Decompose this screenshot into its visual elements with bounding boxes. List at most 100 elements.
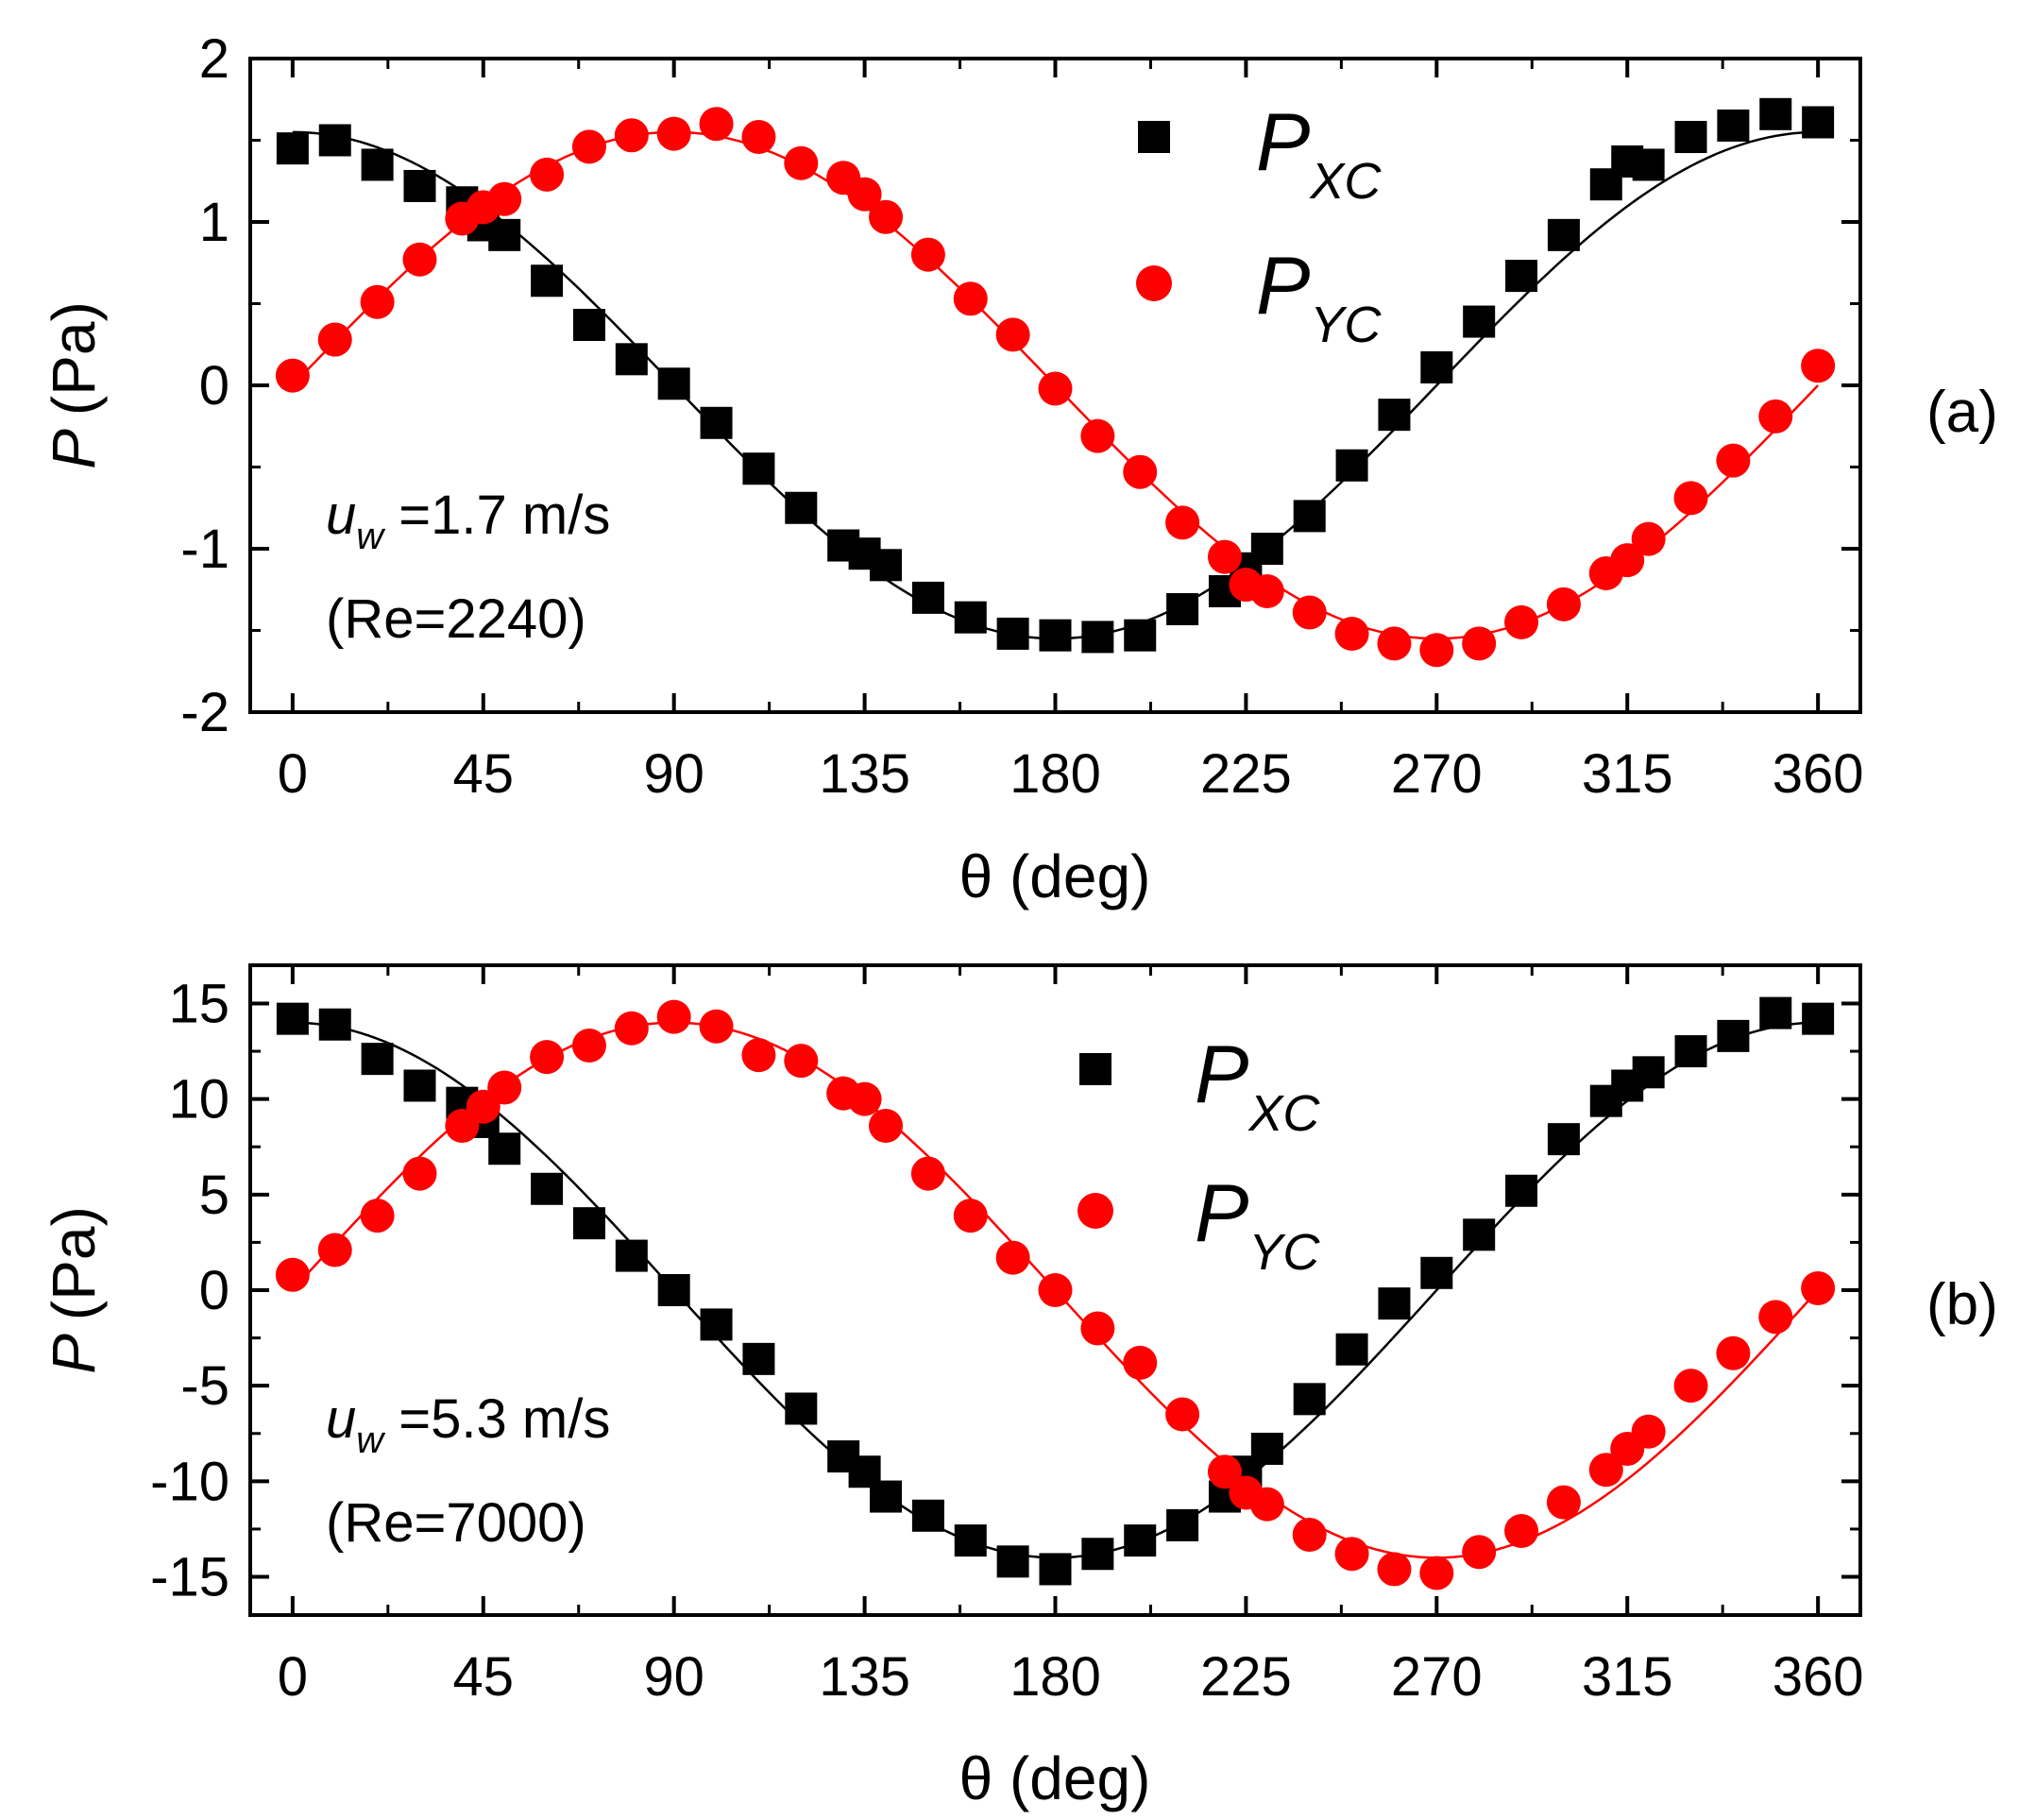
panel-b-y-tick-label: 0 xyxy=(199,1260,229,1321)
panel-b-point-yc xyxy=(910,1156,945,1191)
panel-b-point-xc xyxy=(1717,1019,1750,1052)
panel-a-point-xc xyxy=(996,617,1029,650)
panel-b-annotation-var: u xyxy=(326,1388,356,1450)
panel-a-point-xc xyxy=(1717,109,1750,142)
panel-b-point-yc xyxy=(847,1081,882,1116)
panel-a-label: (a) xyxy=(1926,380,1998,445)
panel-b-legend-sub-yc: YC xyxy=(1248,1224,1320,1281)
panel-b-legend-var-yc: P xyxy=(1195,1168,1248,1259)
panel-b-x-tick-label: 315 xyxy=(1582,1646,1673,1708)
panel-b-point-xc xyxy=(1759,996,1792,1029)
panel-a-legend-marker-circle xyxy=(1136,265,1172,301)
panel-a-legend: PXC PYC xyxy=(1136,97,1382,353)
panel-b-label: (b) xyxy=(1926,1272,1998,1337)
panel-a-y-tick-label: -1 xyxy=(180,519,229,580)
panel-b-point-yc xyxy=(1334,1537,1369,1572)
panel-a-point-yc xyxy=(1631,521,1666,556)
panel-a-point-yc xyxy=(1207,539,1242,574)
panel-b-point-yc xyxy=(784,1044,819,1079)
panel-b-point-yc xyxy=(953,1199,988,1233)
panel-b-y-tick-label: -10 xyxy=(150,1451,229,1512)
panel-b-x-tick-label: 180 xyxy=(1010,1646,1101,1708)
panel-a-legend-var-yc: P xyxy=(1256,241,1310,332)
panel-a-legend-sub-xc: XC xyxy=(1308,153,1382,210)
panel-a-point-yc xyxy=(699,107,734,142)
panel-a-point-xc xyxy=(1039,619,1072,652)
panel-a-point-yc xyxy=(910,237,945,272)
panel-a-point-xc xyxy=(657,367,690,400)
panel-b-legend: PXC PYC xyxy=(1077,1029,1320,1281)
panel-a-point-xc xyxy=(742,452,775,485)
panel-b-point-xc xyxy=(1039,1553,1072,1586)
panel-a-point-xc xyxy=(572,308,605,341)
panel-a-y-tick-label: -2 xyxy=(180,682,229,743)
panel-a-legend-label-xc: PXC xyxy=(1256,97,1382,210)
panel-b-legend-label-yc: PYC xyxy=(1195,1168,1320,1281)
panel-b-point-xc xyxy=(276,1002,309,1035)
panel-b-point-yc xyxy=(1038,1273,1073,1307)
panel-a-point-xc xyxy=(1293,500,1326,533)
panel-a-legend-var-xc: P xyxy=(1256,97,1310,188)
panel-a-x-tick-label: 135 xyxy=(819,743,910,805)
panel-a-point-xc xyxy=(785,491,818,524)
panel-a-point-xc xyxy=(1505,260,1538,293)
panel-b-y-ticks: -15 -10 -5 0 5 10 15 xyxy=(150,973,1860,1608)
panel-b-point-xc xyxy=(1463,1218,1496,1251)
panel-b-point-yc xyxy=(995,1240,1030,1275)
panel-a-point-yc xyxy=(1038,371,1073,406)
panel-a-point-xc xyxy=(531,264,564,298)
panel-a-x-tick-label: 225 xyxy=(1200,743,1292,805)
panel-a-point-yc xyxy=(1462,626,1497,661)
panel-b-legend-var-xc: P xyxy=(1195,1029,1248,1120)
panel-b-point-yc xyxy=(1546,1485,1581,1520)
panel-a-point-xc xyxy=(488,218,521,251)
panel-b-point-yc xyxy=(1080,1311,1115,1346)
panel-a-legend-sub-yc: YC xyxy=(1310,297,1382,353)
panel-a-point-yc xyxy=(317,322,352,357)
panel-b-x-tick-label: 225 xyxy=(1200,1646,1292,1708)
panel-b-annotation-sub: w xyxy=(356,1420,386,1461)
panel-a-x-axis-label: θ (deg) xyxy=(959,842,1151,910)
panel-b-point-xc xyxy=(1166,1508,1199,1541)
panel-b-x-tick-label: 90 xyxy=(643,1646,704,1708)
panel-a-point-yc xyxy=(741,120,776,155)
panel-b-point-yc xyxy=(571,1028,606,1063)
panel-b-point-xc xyxy=(911,1499,944,1532)
panel-a-point-yc xyxy=(614,118,649,153)
panel-b-point-xc xyxy=(1547,1123,1580,1156)
panel-b-point-xc xyxy=(1250,1432,1283,1465)
panel-a-point-xc xyxy=(1166,593,1199,626)
panel-b-x-tick-label: 0 xyxy=(278,1646,308,1708)
panel-a-point-xc xyxy=(1674,121,1707,154)
panel-a-point-xc xyxy=(1378,399,1411,432)
panel-b-point-yc xyxy=(360,1199,395,1233)
panel-b-point-yc xyxy=(656,999,691,1034)
panel-b-y-tick-label: 15 xyxy=(168,973,229,1034)
panel-b-y-tick-label: 10 xyxy=(168,1069,229,1131)
panel-b-point-yc xyxy=(1758,1300,1793,1335)
panel-b-x-tick-label: 270 xyxy=(1391,1646,1483,1708)
panel-a-point-yc xyxy=(275,358,310,393)
panel-b-point-yc xyxy=(317,1233,352,1267)
panel-a-point-yc xyxy=(784,145,819,180)
panel-b-legend-label-xc: PXC xyxy=(1195,1029,1320,1142)
panel-b-y-tick-label: 5 xyxy=(199,1165,229,1226)
panel-b-point-yc xyxy=(1207,1454,1242,1489)
panel-a-point-xc xyxy=(1759,97,1792,130)
panel-a-y-tick-label: 0 xyxy=(199,355,229,417)
panel-b-point-xc xyxy=(1802,1002,1835,1035)
panel-a-point-yc xyxy=(1716,443,1751,478)
panel-a-y-axis-unit: (Pa) xyxy=(40,301,108,416)
panel-b-point-yc xyxy=(1419,1556,1454,1590)
panel-a-point-xc xyxy=(276,132,309,165)
panel-a-annotation-text: =1.7 m/s xyxy=(383,485,610,546)
panel-b-point-yc xyxy=(1165,1397,1200,1432)
panel-b-legend-marker-circle xyxy=(1077,1193,1113,1229)
panel-b-annotation-line2: (Re=7000) xyxy=(326,1492,586,1554)
panel-b-point-xc xyxy=(1124,1524,1157,1557)
panel-a-point-xc xyxy=(615,343,648,376)
panel-b-point-xc xyxy=(742,1342,775,1375)
panel-a-point-xc xyxy=(1081,621,1114,654)
panel-a-point-xc xyxy=(1124,619,1157,652)
panel-b-point-yc xyxy=(530,1040,565,1075)
